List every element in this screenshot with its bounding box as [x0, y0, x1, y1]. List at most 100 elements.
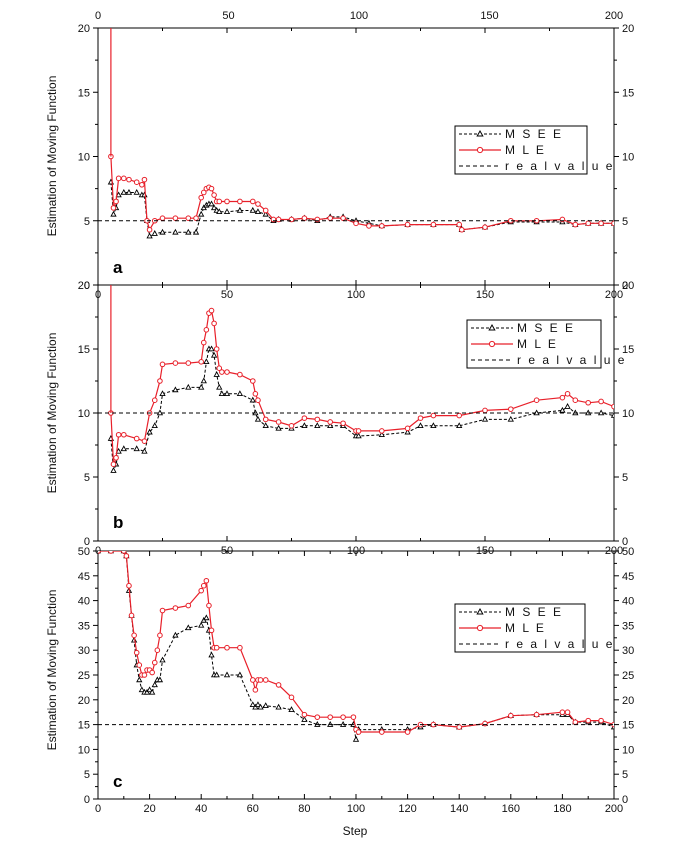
- y-tick-label-right: 15: [622, 720, 634, 732]
- mle-point: [482, 224, 488, 230]
- y-tick-label: 15: [78, 720, 90, 732]
- mle-point: [611, 220, 614, 227]
- mle-point: [355, 729, 362, 735]
- y-tick-label-right: 20: [622, 695, 634, 707]
- msee-point: [110, 467, 117, 473]
- y-tick-label: 5: [84, 472, 90, 484]
- mle-point: [157, 632, 163, 639]
- mle-point: [121, 431, 127, 438]
- mle-point: [482, 407, 488, 414]
- msee-point: [198, 210, 205, 217]
- msee-point: [192, 228, 200, 235]
- mle-point: [110, 461, 117, 468]
- panel-label: b: [113, 513, 123, 532]
- y-tick-label: 20: [78, 695, 90, 707]
- mle-point: [208, 627, 215, 634]
- legend-marker-circle: [476, 146, 484, 154]
- top-x-tick-100: 100: [350, 10, 368, 22]
- msee-point: [481, 415, 489, 422]
- mle-point: [252, 391, 259, 397]
- y-tick-label: 10: [78, 152, 90, 164]
- mle-point: [213, 346, 220, 352]
- mle-point: [404, 729, 411, 735]
- mle-point: [564, 709, 571, 716]
- mle-point: [206, 602, 212, 609]
- msee-point: [257, 703, 264, 710]
- mle-point: [275, 216, 282, 223]
- mle-point: [133, 649, 140, 656]
- y-axis-label-a: Estimation of Moving Function: [45, 76, 59, 237]
- y-tick-label-right: 0: [622, 536, 628, 548]
- msee-point: [378, 431, 385, 438]
- mle-point: [98, 551, 101, 554]
- msee-point: [417, 422, 424, 429]
- mle-point: [172, 360, 179, 366]
- mle-point: [159, 361, 166, 368]
- mle-point: [198, 587, 204, 594]
- msee-point: [254, 208, 262, 215]
- y-axis-label-b: Estimation of Moving Function: [45, 333, 59, 494]
- msee-point: [185, 228, 192, 235]
- msee-point: [151, 230, 158, 236]
- plot-area: [98, 551, 614, 742]
- legend: M S E E M L E r e a l v a l u e: [454, 603, 612, 653]
- mle-point: [128, 612, 135, 619]
- msee-point: [314, 422, 321, 429]
- mle-point: [340, 420, 346, 427]
- mle-point: [404, 425, 411, 432]
- mle-point: [203, 577, 210, 584]
- legend-label: M L E: [505, 621, 546, 635]
- mle-point: [216, 365, 223, 372]
- msee-point: [507, 415, 514, 422]
- mle-point: [379, 223, 385, 229]
- msee-point: [301, 422, 308, 429]
- y-tick-label: 25: [78, 670, 90, 682]
- msee-point: [203, 358, 210, 365]
- mle-point: [288, 694, 295, 701]
- mle-point: [159, 215, 166, 221]
- mle-point: [172, 605, 179, 611]
- msee-point: [208, 345, 215, 352]
- legend-label: M S E E: [505, 127, 563, 141]
- mle-point: [110, 205, 117, 211]
- mle-point: [598, 220, 604, 227]
- legend-label: r e a l v a l u e: [505, 159, 614, 173]
- top-x-tick-200: 200: [605, 10, 623, 22]
- mle-point: [257, 677, 264, 683]
- mle-point: [255, 201, 261, 207]
- mle-point: [404, 221, 411, 228]
- y-tick-label-right: 0: [622, 280, 628, 292]
- legend-marker-triangle: [476, 129, 484, 137]
- mle-point: [533, 397, 540, 404]
- msee-point: [133, 445, 140, 452]
- y-tick-label-right: 15: [622, 344, 634, 356]
- mle-point: [379, 428, 385, 434]
- x-axis-label: Step: [343, 824, 368, 838]
- x-tick-label: 180: [553, 803, 571, 815]
- msee-point: [430, 422, 437, 429]
- mle-point: [572, 719, 579, 725]
- mle-point: [211, 192, 217, 198]
- msee-point: [159, 390, 166, 397]
- msee-point: [288, 706, 295, 712]
- mle-point: [482, 720, 488, 727]
- msee-point: [275, 703, 282, 710]
- y-tick-label: 40: [78, 596, 90, 608]
- y-tick-label-right: 30: [622, 645, 634, 657]
- mle-point: [185, 360, 192, 366]
- x-tick-label: 160: [502, 803, 520, 815]
- mle-point: [198, 194, 204, 201]
- y-tick-label: 0: [84, 536, 90, 548]
- msee-point: [236, 206, 244, 213]
- y-tick-label-right: 45: [622, 571, 634, 583]
- mle-point: [327, 419, 334, 425]
- legend: M S E E M L E r e a l v a l u e: [454, 125, 614, 175]
- series-dash-dot-triangle: [107, 345, 614, 473]
- panel-label: a: [113, 258, 123, 277]
- mle-point: [141, 672, 148, 678]
- mle-point: [456, 412, 463, 419]
- msee-point: [352, 735, 360, 742]
- msee-point: [159, 228, 166, 235]
- msee-point: [172, 228, 179, 235]
